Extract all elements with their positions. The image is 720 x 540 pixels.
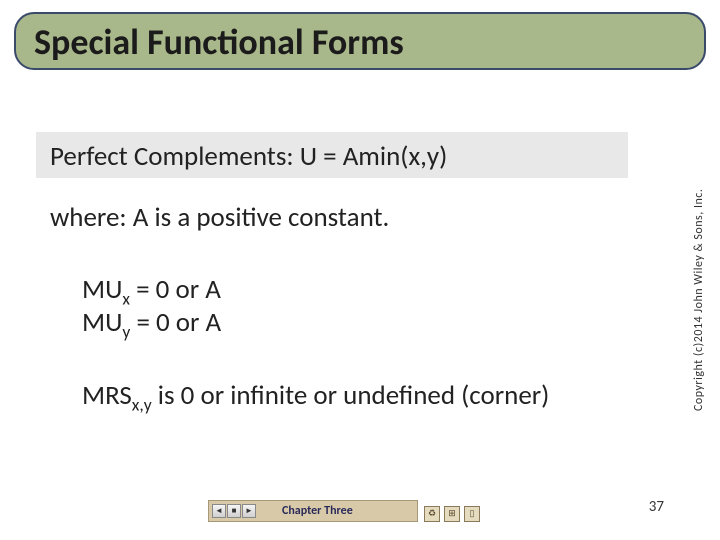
title-bar: Special Functional Forms (14, 12, 706, 70)
page-number: 37 (649, 498, 664, 516)
mu-x-prefix: MU (82, 273, 122, 306)
footer-band: ◄ ■ ► Chapter Three (208, 500, 418, 522)
recycle-icon[interactable]: ♻ (424, 506, 440, 522)
copyright-text: Copyright (c)2014 John Wiley & Sons, Inc… (692, 140, 710, 460)
where-line: where: A is a positive constant. (50, 202, 389, 234)
mrs-rest: is 0 or infinite or undefined (corner) (152, 379, 550, 412)
page-icon[interactable]: ▯ (464, 506, 480, 522)
grid-icon[interactable]: ⊞ (444, 506, 460, 522)
nav-next-button[interactable]: ► (242, 504, 256, 518)
mu-x-rest: = 0 or A (130, 273, 221, 306)
content-heading: Perfect Complements: U = Amin(x,y) (50, 140, 614, 174)
mu-y-prefix: MU (82, 306, 122, 339)
mu-x-line: MUx = 0 or A (82, 274, 221, 309)
nav-prev-button[interactable]: ◄ (212, 504, 226, 518)
mrs-line: MRSx,y is 0 or infinite or undefined (co… (82, 380, 549, 415)
mu-y-line: MUy = 0 or A (82, 307, 221, 342)
nav-buttons: ◄ ■ ► (212, 504, 256, 518)
nav-stop-button[interactable]: ■ (227, 504, 241, 518)
footer-right-icons: ♻ ⊞ ▯ (424, 506, 480, 522)
content-box: Perfect Complements: U = Amin(x,y) (36, 132, 628, 178)
mrs-sub: x,y (132, 393, 152, 415)
chapter-label: Chapter Three (282, 504, 353, 518)
slide-title: Special Functional Forms (34, 20, 404, 64)
mrs-prefix: MRS (82, 379, 132, 412)
mu-y-rest: = 0 or A (130, 306, 221, 339)
